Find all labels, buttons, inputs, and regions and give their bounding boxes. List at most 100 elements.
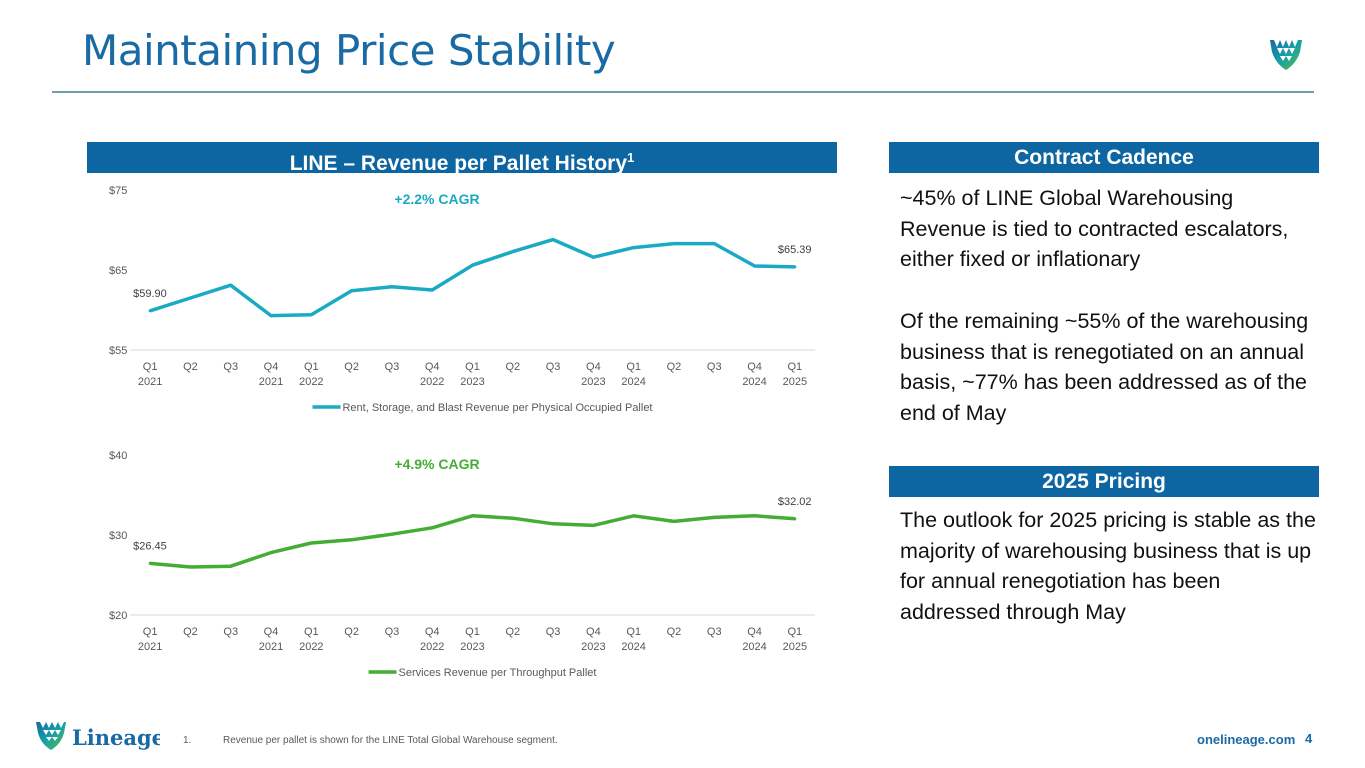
y-tick-label: $55 [109,345,127,357]
x-tick-label: Q4 2024 [742,626,766,653]
last-value-label: $32.02 [778,496,812,508]
x-tick-label: Q3 [546,626,561,638]
data-point [511,250,515,254]
x-tick-label: Q1 2025 [783,361,807,388]
contract-cadence-para2: Of the remaining ~55% of the warehousing… [900,309,1309,425]
data-point [712,515,716,519]
x-tick-label: Q3 [385,626,400,638]
data-point [350,289,354,293]
contract-cadence-header: Contract Cadence [889,142,1319,173]
y-tick-label: $65 [109,265,127,277]
x-tick-label: Q3 [223,626,238,638]
cagr-annotation: +4.9% CAGR [394,456,479,472]
website-link[interactable]: onelineage.com [1197,732,1296,747]
cagr-annotation: +2.2% CAGR [394,191,479,207]
legend-label: Rent, Storage, and Blast Revenue per Phy… [342,402,652,414]
data-point [632,246,636,250]
x-tick-label: Q1 2022 [299,626,323,653]
data-point [309,541,313,545]
data-point [471,514,474,518]
data-point [753,264,757,268]
x-tick-label: Q4 2023 [581,361,605,388]
data-point [430,288,434,292]
data-point [793,517,797,521]
data-point [551,522,555,526]
contract-cadence-para1: ~45% of LINE Global Warehousing Revenue … [900,186,1289,271]
data-point [591,523,595,527]
x-tick-label: Q2 [344,626,359,638]
x-tick-label: Q4 2022 [420,626,444,653]
x-tick-label: Q1 2021 [138,626,162,653]
pricing-2025-header: 2025 Pricing [889,466,1319,497]
x-tick-label: Q2 [183,626,198,638]
revenue-history-header-text: LINE – Revenue per Pallet History [289,152,628,175]
lineage-shield-icon [1270,40,1302,70]
footnote: 1. Revenue per pallet is shown for the LI… [183,735,558,746]
x-tick-label: Q1 2021 [138,361,162,388]
x-tick-label: Q4 2024 [742,361,766,388]
data-point [269,314,273,318]
y-tick-label: $30 [109,530,127,542]
data-point [390,532,394,536]
data-point [309,313,313,317]
data-point [188,296,192,300]
last-value-label: $65.39 [778,244,812,256]
footnote-number: 1. [183,735,192,746]
title-divider [52,91,1314,93]
data-point [591,255,595,259]
x-tick-label: Q2 [667,626,682,638]
footnote-text: Revenue per pallet is shown for the LINE… [223,735,558,746]
page-title: Maintaining Price Stability [82,26,616,75]
data-point [712,242,716,246]
series-line [149,514,796,569]
data-point [350,538,354,542]
x-tick-label: Q4 2021 [259,626,283,653]
x-tick-label: Q1 2025 [783,626,807,653]
data-point [229,283,233,287]
x-tick-label: Q4 2021 [259,361,283,388]
data-point [148,309,152,313]
x-tick-label: Q1 2024 [621,626,645,653]
x-tick-label: Q2 [183,361,198,373]
data-point [430,526,434,530]
data-point [471,263,474,267]
rent-storage-chart: $55 $65 $75 Q1 2021 Q2 Q3 Q4 2021 Q1 2022 Q2 Q3 Q4 202… [109,185,815,414]
data-point [672,519,676,523]
data-point [753,514,757,518]
x-tick-label: Q2 [344,361,359,373]
data-point [390,285,394,289]
y-tick-label: $20 [109,610,127,622]
data-point [672,242,676,246]
lineage-logo: Lineage [36,722,160,750]
x-tick-label: Q3 [223,361,238,373]
x-tick-label: Q3 [385,361,400,373]
data-point [269,551,273,555]
footnote-marker: 1 [627,150,635,165]
x-tick-label: Q4 2023 [581,626,605,653]
data-point [148,561,152,565]
lineage-wordmark: Lineage [72,725,160,750]
data-point [632,514,636,518]
data-point [511,516,515,520]
x-tick-label: Q3 [707,626,722,638]
x-tick-label: Q1 2023 [460,626,484,653]
first-value-label: $26.45 [133,540,167,552]
y-tick-label: $40 [109,450,127,462]
data-point [551,238,555,242]
data-point [188,565,192,569]
data-point [229,564,233,568]
x-tick-label: Q2 [505,361,520,373]
services-revenue-chart: $20 $30 $40 Q1 2021 Q2 Q3 Q4 2021 Q1 2022 Q2 Q3 Q4 202… [109,450,815,679]
x-tick-label: Q1 2023 [460,361,484,388]
legend-label: Services Revenue per Throughput Pallet [399,667,597,679]
y-tick-label: $75 [109,185,127,197]
x-tick-label: Q4 2022 [420,361,444,388]
x-tick-label: Q1 2024 [621,361,645,388]
revenue-history-header: LINE – Revenue per Pallet History1 [87,142,837,175]
x-tick-label: Q1 2022 [299,361,323,388]
x-tick-label: Q3 [546,361,561,373]
x-tick-label: Q3 [707,361,722,373]
page-number: 4 [1305,731,1313,746]
x-tick-label: Q2 [505,626,520,638]
x-tick-label: Q2 [667,361,682,373]
